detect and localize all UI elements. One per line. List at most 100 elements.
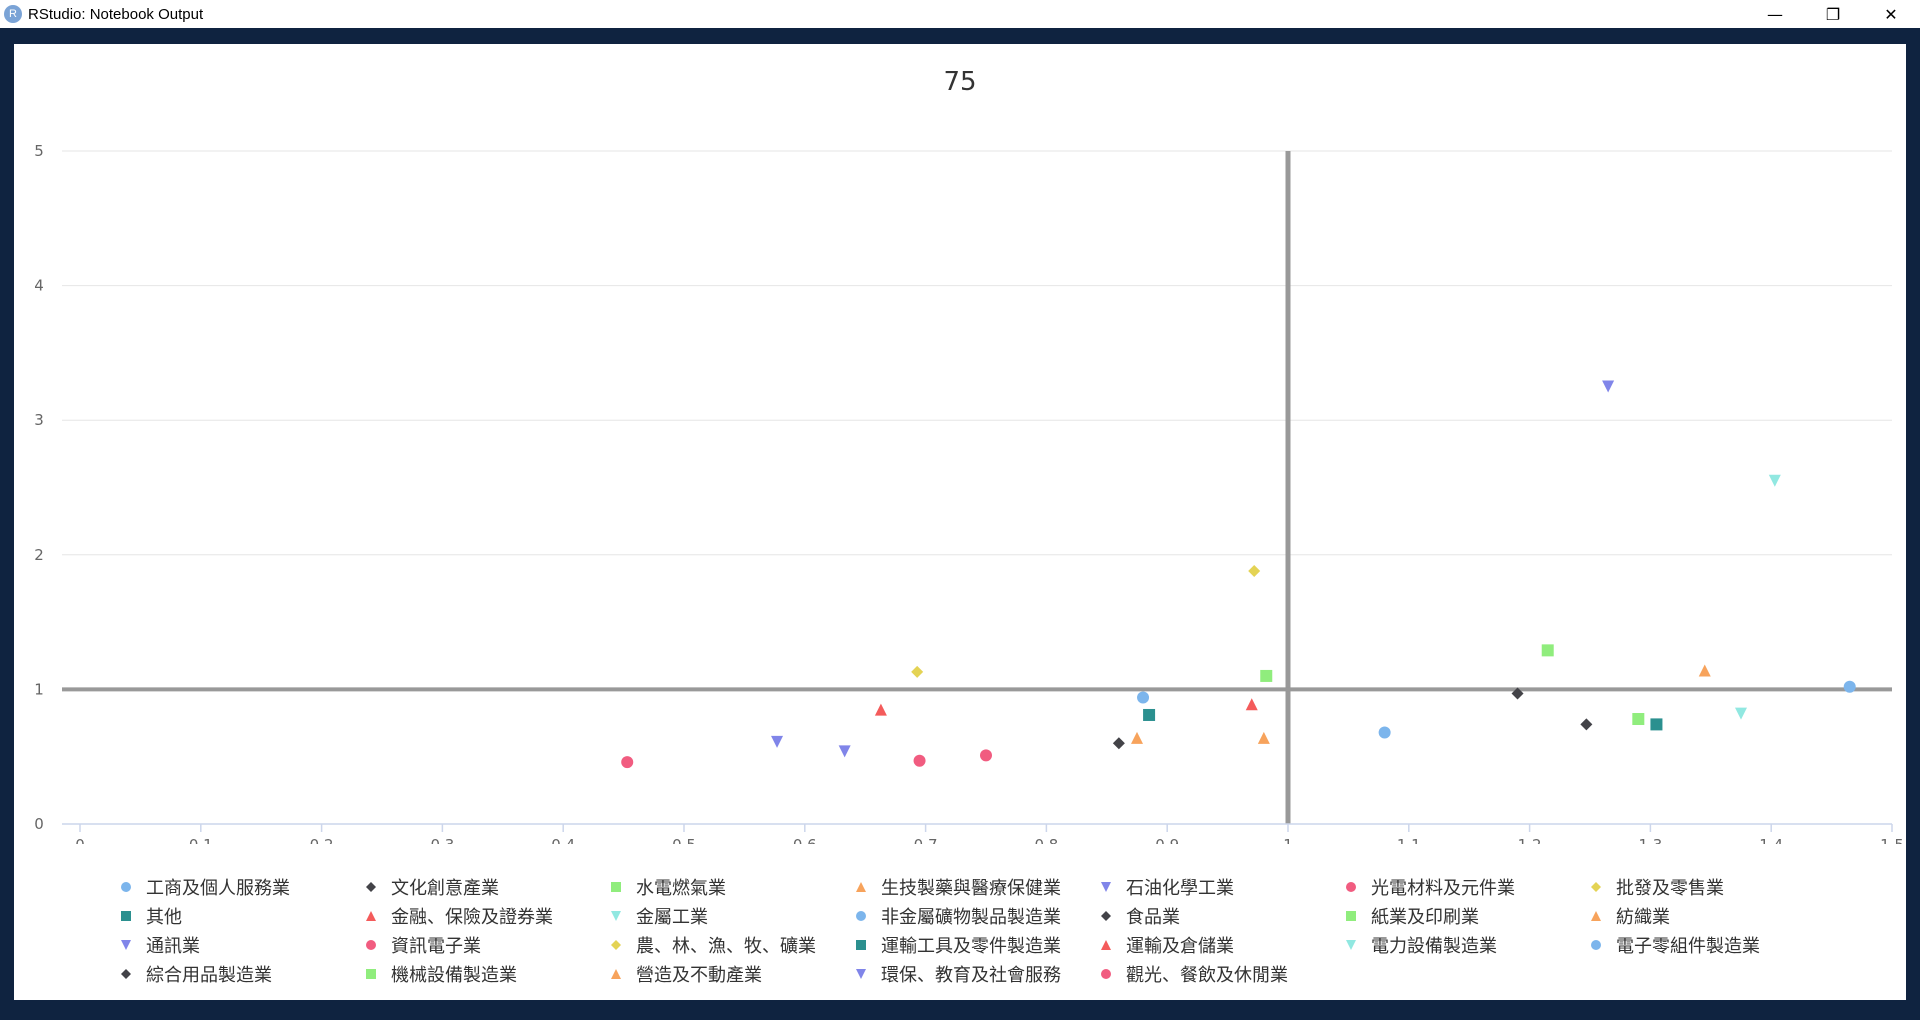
legend-item[interactable]: 電力設備製造業 (1339, 930, 1584, 959)
data-point (914, 755, 926, 767)
legend-symbol-shape (1591, 940, 1601, 950)
legend-symbol (853, 967, 869, 981)
legend-item[interactable]: 生技製藥與醫療保健業 (849, 872, 1094, 901)
legend-symbol (1098, 938, 1114, 952)
x-tick-label: 0.9 (1155, 836, 1179, 844)
legend-symbol-shape (856, 969, 866, 979)
data-point (771, 736, 783, 748)
data-point (1379, 726, 1391, 738)
y-tick-label: 2 (34, 546, 44, 564)
legend-label: 光電材料及元件業 (1371, 874, 1515, 900)
legend-symbol-shape (1346, 940, 1356, 950)
legend-item[interactable]: 文化創意產業 (359, 872, 604, 901)
legend-item[interactable]: 通訊業 (114, 930, 359, 959)
legend-label: 運輸及倉儲業 (1126, 932, 1234, 958)
legend-item[interactable]: 機械設備製造業 (359, 959, 604, 988)
legend-label: 運輸工具及零件製造業 (881, 932, 1061, 958)
x-tick-label: 0.8 (1034, 836, 1058, 844)
legend-item[interactable]: 綜合用品製造業 (114, 959, 359, 988)
legend-item[interactable]: 運輸及倉儲業 (1094, 930, 1339, 959)
legend-symbol-shape (366, 882, 376, 892)
close-button[interactable]: ✕ (1862, 0, 1920, 28)
legend-symbol-shape (366, 940, 376, 950)
legend-symbol (118, 880, 134, 894)
legend-symbol (1588, 909, 1604, 923)
legend-marker-icon (1094, 880, 1118, 894)
legend-marker-icon (604, 938, 628, 952)
data-point (621, 756, 633, 768)
legend-label: 機械設備製造業 (391, 961, 517, 987)
legend-marker-icon (604, 967, 628, 981)
legend-symbol-shape (611, 911, 621, 921)
legend-item[interactable]: 營造及不動產業 (604, 959, 849, 988)
data-point (1650, 718, 1662, 730)
legend-symbol (608, 909, 624, 923)
legend-marker-icon (1339, 909, 1363, 923)
x-tick-label: 0.5 (672, 836, 696, 844)
legend-item[interactable]: 其他 (114, 901, 359, 930)
legend-label: 食品業 (1126, 903, 1180, 929)
legend-item[interactable]: 非金屬礦物製品製造業 (849, 901, 1094, 930)
x-tick-label: 1.1 (1397, 836, 1421, 844)
legend-label: 紙業及印刷業 (1371, 903, 1479, 929)
legend-marker-icon (1339, 880, 1363, 894)
x-tick-label: 0.4 (551, 836, 575, 844)
data-point (839, 745, 851, 757)
legend-label: 石油化學工業 (1126, 874, 1234, 900)
legend-label: 水電燃氣業 (636, 874, 726, 900)
legend-item[interactable]: 光電材料及元件業 (1339, 872, 1584, 901)
legend-item[interactable]: 批發及零售業 (1584, 872, 1829, 901)
legend-symbol (118, 909, 134, 923)
legend-marker-icon (1339, 938, 1363, 952)
legend-label: 通訊業 (146, 932, 200, 958)
legend-item[interactable]: 觀光、餐飲及休閒業 (1094, 959, 1339, 988)
legend-label: 非金屬礦物製品製造業 (881, 903, 1061, 929)
x-tick-label: 0.3 (430, 836, 454, 844)
legend-symbol-shape (121, 969, 131, 979)
legend-item[interactable]: 運輸工具及零件製造業 (849, 930, 1094, 959)
chart-container: 75 0 1 2 3 4 5 0 0.1 0.2 0.3 0.4 0.5 0.6 0.7 0.8 0.9 1 1.… (14, 44, 1906, 1000)
data-point (1258, 732, 1270, 744)
legend-item[interactable]: 電子零組件製造業 (1584, 930, 1829, 959)
data-point (1137, 691, 1149, 703)
legend-item[interactable]: 環保、教育及社會服務 (849, 959, 1094, 988)
legend-item[interactable]: 農、林、漁、牧、礦業 (604, 930, 849, 959)
legend-item[interactable]: 工商及個人服務業 (114, 872, 359, 901)
legend-symbol-shape (1346, 911, 1356, 921)
y-tick-label: 0 (34, 815, 44, 833)
legend-label: 環保、教育及社會服務 (881, 961, 1061, 987)
legend-marker-icon (114, 967, 138, 981)
legend-item[interactable]: 資訊電子業 (359, 930, 604, 959)
window-controls: — ❐ ✕ (1746, 0, 1920, 28)
legend-label: 文化創意產業 (391, 874, 499, 900)
legend-marker-icon (1584, 880, 1608, 894)
legend-marker-icon (849, 909, 873, 923)
minimize-button[interactable]: — (1746, 0, 1804, 28)
legend-label: 資訊電子業 (391, 932, 481, 958)
legend-item[interactable]: 紙業及印刷業 (1339, 901, 1584, 930)
restore-button[interactable]: ❐ (1804, 0, 1862, 28)
legend-symbol-shape (1346, 882, 1356, 892)
y-tick-label: 1 (34, 680, 44, 698)
legend-label: 電力設備製造業 (1371, 932, 1497, 958)
x-tick-label: 1.2 (1518, 836, 1542, 844)
data-point (1699, 665, 1711, 677)
chart-legend: 工商及個人服務業 文化創意產業 水電燃氣業 生技製藥與醫療保健業 石油化學工業 光電材料及… (114, 872, 1894, 992)
legend-symbol (363, 880, 379, 894)
data-point (1735, 708, 1747, 720)
legend-symbol-shape (1101, 882, 1111, 892)
legend-item[interactable]: 水電燃氣業 (604, 872, 849, 901)
legend-item[interactable]: 金屬工業 (604, 901, 849, 930)
legend-symbol-shape (856, 911, 866, 921)
legend-item[interactable]: 食品業 (1094, 901, 1339, 930)
legend-symbol (363, 967, 379, 981)
data-point (980, 749, 992, 761)
legend-marker-icon (359, 909, 383, 923)
legend-item[interactable]: 金融、保險及證券業 (359, 901, 604, 930)
legend-item[interactable]: 石油化學工業 (1094, 872, 1339, 901)
legend-symbol-shape (611, 969, 621, 979)
legend-item[interactable]: 紡織業 (1584, 901, 1829, 930)
legend-symbol (1588, 938, 1604, 952)
grid-lines (62, 151, 1892, 689)
legend-symbol (608, 938, 624, 952)
